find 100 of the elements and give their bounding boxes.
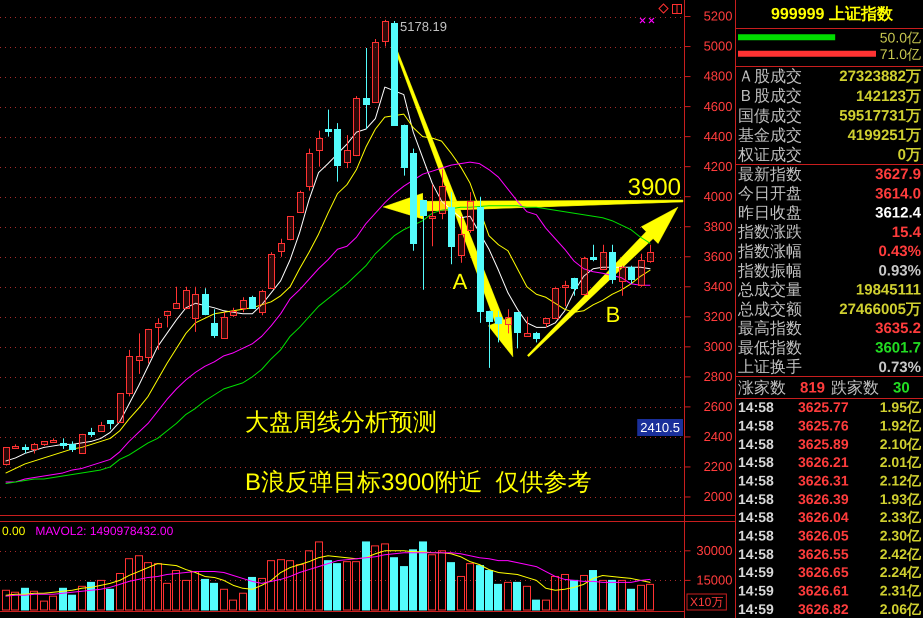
candlestick (391, 20, 398, 126)
candlestick (22, 444, 29, 454)
candlestick (600, 244, 607, 270)
candlestick (477, 196, 484, 324)
data-label: 3626.04 (798, 509, 849, 526)
y-tick-label: 5000 (704, 38, 732, 54)
text: 59517731万 (839, 107, 921, 124)
category-label: 14:58 (738, 490, 774, 507)
annotation: B (606, 302, 620, 327)
annotation: 2410.5 (640, 420, 680, 435)
text: 819 (800, 379, 826, 396)
text: 3601.7 (875, 339, 921, 356)
text: 涨家数 (738, 378, 786, 397)
candlestick (155, 318, 162, 350)
text: 4199251万 (848, 127, 921, 144)
annotation: B浪反弹目标3900附近 仅供参考 (245, 469, 592, 496)
y-tick-label: 4800 (704, 68, 732, 84)
bar (239, 592, 247, 610)
data-label: 50.0亿 (880, 29, 921, 46)
bar (532, 600, 540, 610)
category-label: 基金成交 (738, 126, 802, 144)
candlestick (410, 148, 417, 252)
bar (390, 557, 398, 610)
category-label: 总成交量 (737, 281, 802, 300)
category-label: 14:59 (738, 564, 774, 580)
bar (523, 586, 531, 610)
y-axis-title: X10万 (690, 595, 724, 609)
candlestick (647, 244, 654, 264)
data-label: 3626.05 (798, 528, 849, 544)
data-label: 3626.65 (798, 564, 849, 580)
data-label: 71.0亿 (880, 46, 921, 62)
data-label: 3625.76 (798, 418, 849, 434)
candlestick (41, 441, 48, 446)
text: 3627.9 (875, 166, 921, 184)
candlestick (12, 444, 19, 449)
text: 2.01亿 (880, 454, 921, 470)
bar (381, 543, 389, 610)
candlestick (211, 308, 218, 338)
text: 2.33亿 (880, 509, 921, 526)
candlestick (268, 252, 275, 289)
candlestick (505, 308, 512, 334)
annotation: A (452, 269, 468, 294)
text: 15.4 (892, 224, 921, 241)
candlestick (619, 265, 626, 296)
data-label: 3626.55 (798, 546, 849, 562)
text: 0万 (898, 146, 921, 164)
bar (362, 541, 370, 610)
text: 0.43% (878, 243, 921, 260)
y-tick-label: 30000 (696, 542, 732, 558)
text: 2.06亿 (880, 600, 921, 617)
candlestick (495, 310, 502, 343)
y-tick-label: 3200 (704, 308, 732, 324)
category-label: 14:58 (738, 528, 774, 544)
candlestick (571, 277, 578, 296)
y-tick-label: 4400 (704, 128, 732, 144)
candlestick (325, 109, 332, 138)
bar (561, 574, 569, 610)
bar (599, 580, 607, 610)
bar (419, 541, 427, 610)
category-label: 14:58 (738, 436, 774, 452)
text: 2.24亿 (880, 564, 921, 580)
bar (580, 574, 588, 610)
text: 1.95亿 (880, 399, 921, 416)
candlestick (306, 148, 313, 192)
candlestick (458, 216, 465, 264)
candlestick (240, 296, 247, 313)
text: 2.42亿 (880, 546, 921, 562)
bar (447, 562, 455, 610)
category-label: 14:58 (738, 546, 774, 562)
category-label: 指数振幅 (737, 262, 802, 280)
candlestick (514, 312, 521, 349)
candlestick (202, 288, 209, 316)
candlestick (60, 438, 67, 450)
bar (21, 588, 29, 610)
candlestick (173, 286, 180, 309)
y-tick-label: 2200 (704, 459, 732, 474)
y-tick-label: 5200 (704, 8, 732, 24)
y-tick-label: 3000 (704, 338, 732, 354)
y-tick-label: 4000 (704, 188, 732, 204)
data-label: 3626.31 (798, 472, 849, 489)
bar (97, 580, 105, 610)
bar (608, 580, 616, 610)
category-label: 权证成交 (737, 146, 802, 164)
candlestick (117, 393, 124, 423)
y-tick-label: 2000 (704, 489, 732, 504)
candlestick (609, 244, 616, 284)
category-label: 总成交额 (737, 300, 802, 318)
candlestick (136, 332, 143, 374)
bar (570, 580, 578, 610)
candlestick (192, 286, 199, 332)
bar (504, 582, 512, 610)
bar (371, 545, 379, 610)
text: 2.31亿 (880, 582, 921, 599)
bar (248, 576, 256, 610)
text: 3614.0 (875, 185, 921, 202)
bar (87, 582, 95, 610)
candlestick (638, 253, 645, 288)
candlestick (126, 349, 133, 397)
annotation: 大盘周线分析预测 (245, 409, 437, 436)
text: 1.92亿 (880, 418, 921, 434)
